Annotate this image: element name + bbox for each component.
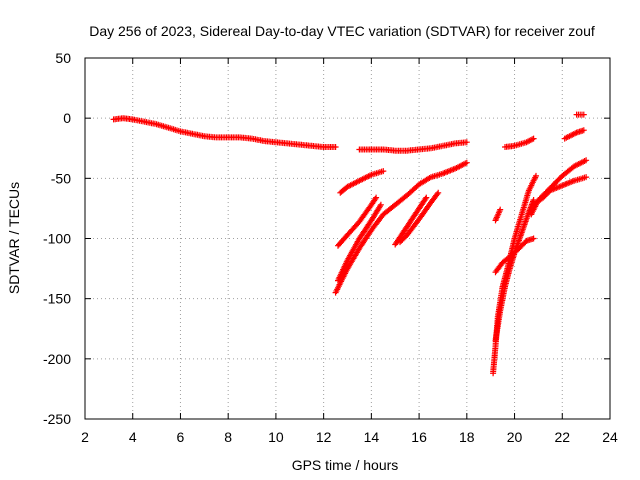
x-tick-label: 10 <box>268 429 284 445</box>
y-tick-label: 50 <box>55 50 71 66</box>
series-track-6 <box>335 201 384 284</box>
series-track-3 <box>337 168 387 196</box>
series-track-15 <box>530 174 590 208</box>
data-point <box>423 194 430 201</box>
y-tick-label: 0 <box>63 110 71 126</box>
data-point <box>580 127 587 134</box>
y-tick-label: -200 <box>43 351 71 367</box>
series-track-13 <box>492 206 504 224</box>
data-point <box>377 201 384 208</box>
data-point <box>497 206 504 213</box>
x-tick-label: 6 <box>177 429 185 445</box>
data-point <box>533 172 539 179</box>
data-point <box>580 111 587 118</box>
series-track-5 <box>332 159 470 296</box>
x-tick-label: 16 <box>411 429 427 445</box>
x-axis-title: GPS time / hours <box>292 457 399 473</box>
series-track-8 <box>397 189 442 246</box>
data-point <box>530 235 537 242</box>
plot-frame <box>84 57 611 420</box>
x-tick-label: 4 <box>129 429 137 445</box>
data-point <box>332 144 339 150</box>
x-tick-label: 8 <box>224 429 232 445</box>
x-tick-label: 2 <box>81 429 89 445</box>
x-tick-labels: 2 4 6 8 10 12 14 16 18 20 22 24 <box>81 429 618 445</box>
data-point <box>463 139 470 146</box>
data-point <box>572 130 579 137</box>
y-axis-title: SDTVAR / TECUs <box>6 182 22 294</box>
data-point <box>373 194 380 201</box>
y-tick-labels: 50 0 -50 -100 -150 -200 -250 <box>43 50 71 427</box>
data-point <box>583 174 590 181</box>
x-tick-label: 20 <box>507 429 523 445</box>
data-point <box>463 159 470 166</box>
series-track-12 <box>492 235 537 276</box>
data-point <box>434 191 441 198</box>
data-point <box>529 136 536 143</box>
y-tick-label: -250 <box>43 411 71 427</box>
series-track-17 <box>573 111 587 118</box>
series-track-9 <box>502 135 537 150</box>
series-track-16 <box>561 127 587 142</box>
series-track-1 <box>110 115 339 150</box>
x-tick-label: 14 <box>364 429 380 445</box>
chart-title: Day 256 of 2023, Sidereal Day-to-day VTE… <box>89 23 595 39</box>
data-points <box>110 111 590 377</box>
series-track-2 <box>356 139 470 154</box>
data-point <box>380 168 387 175</box>
x-tick-label: 22 <box>554 429 570 445</box>
data-point <box>583 157 590 164</box>
data-point <box>530 135 537 142</box>
data-point <box>435 189 442 196</box>
x-tick-label: 12 <box>316 429 332 445</box>
y-tick-label: -100 <box>43 231 71 247</box>
x-tick-label: 24 <box>602 429 618 445</box>
y-tick-label: -150 <box>43 291 71 307</box>
y-tick-label: -50 <box>51 170 71 186</box>
data-point <box>422 195 429 202</box>
series-track-4 <box>335 194 380 249</box>
x-tick-label: 18 <box>459 429 475 445</box>
